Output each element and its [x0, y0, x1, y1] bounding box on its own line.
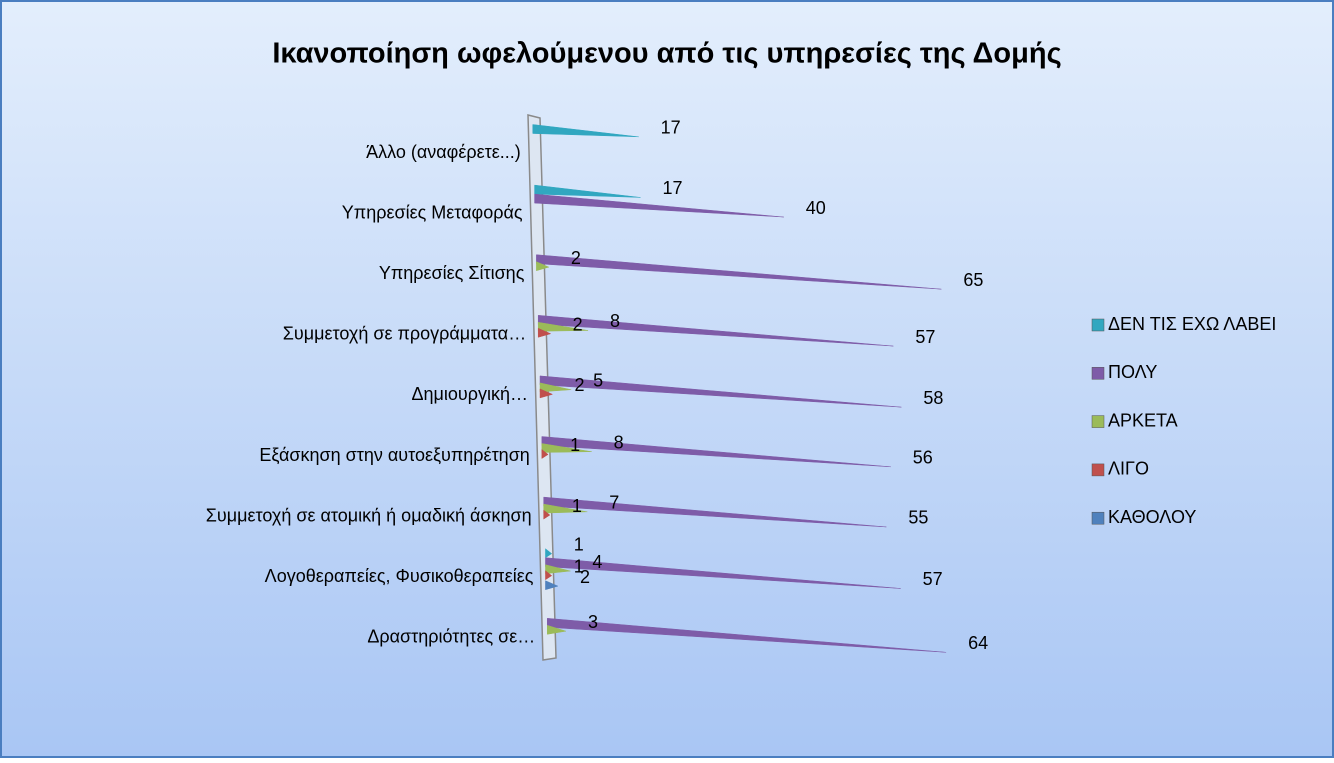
data-label: 2: [574, 375, 584, 395]
cone: [536, 261, 550, 272]
category-label: Συμμετοχή σε προγράμματα…: [283, 324, 526, 344]
legend-label: ΔΕΝ ΤΙΣ ΕΧΩ ΛΑΒΕΙ: [1108, 314, 1276, 334]
cone: [534, 193, 784, 218]
cone: [545, 570, 553, 581]
cone: [543, 503, 588, 514]
data-label: 1: [574, 534, 584, 554]
legend-label: ΚΑΘΟΛΟΥ: [1108, 507, 1196, 527]
cone: [537, 322, 589, 332]
legend-swatch: [1091, 463, 1105, 477]
cone: [536, 254, 942, 290]
cone: [543, 496, 887, 528]
category-label: Συμμετοχή σε ατομική ή ομαδική άσκηση: [206, 505, 532, 525]
data-label: 2: [580, 567, 590, 587]
data-label: 56: [913, 448, 933, 468]
data-label: 1: [574, 556, 584, 576]
chart-title: Ικανοποίηση ωφελούμενου από τις υπηρεσίε…: [272, 38, 1061, 70]
cone: [545, 548, 553, 559]
legend-label: ΛΙΓΟ: [1108, 459, 1149, 479]
cone: [539, 375, 902, 408]
category-label: Λογοθεραπείες, Φυσικοθεραπείες: [265, 566, 534, 586]
data-label: 57: [915, 327, 935, 347]
category-label: Εξάσκηση στην αυτοεξυπηρέτηση: [259, 445, 529, 465]
cone: [537, 315, 894, 347]
cone: [545, 564, 571, 574]
category-label: Άλλο (αναφέρετε...): [366, 142, 521, 162]
data-label: 8: [610, 311, 620, 331]
cone: [541, 443, 592, 453]
data-label: 2: [573, 314, 583, 334]
category-label: Δραστηριότητες σε…: [367, 627, 535, 647]
data-label: 65: [963, 270, 983, 290]
data-label: 8: [614, 432, 624, 452]
data-label: 17: [662, 178, 682, 198]
legend-swatch: [1091, 511, 1105, 525]
data-label: 64: [968, 633, 988, 653]
cone: [534, 184, 641, 198]
cone: [545, 580, 559, 591]
cone: [543, 509, 551, 520]
data-label: 4: [592, 552, 602, 572]
data-label: 40: [806, 198, 826, 218]
category-label: Υπηρεσίες Μεταφοράς: [342, 202, 523, 222]
data-label: 57: [923, 569, 943, 589]
data-label: 2: [571, 248, 581, 268]
data-label: 58: [923, 388, 943, 408]
cone: [539, 382, 572, 393]
legend-label: ΠΟΛΥ: [1108, 362, 1157, 382]
legend-swatch: [1091, 367, 1105, 380]
cone: [547, 618, 947, 653]
cone: [547, 624, 567, 635]
cone: [541, 436, 891, 468]
cone: [537, 327, 552, 338]
cone: [541, 448, 549, 459]
category-label: Δημιουργική…: [412, 384, 529, 404]
data-label: 55: [908, 508, 928, 528]
legend-label: ΑΡΚΕΤΑ: [1108, 410, 1178, 430]
data-label: 3: [588, 612, 598, 632]
data-label: 17: [661, 118, 681, 138]
data-label: 1: [572, 496, 582, 516]
data-label: 1: [570, 435, 580, 455]
cone: [532, 124, 639, 138]
cone: [545, 557, 901, 589]
data-label: 7: [609, 493, 619, 513]
category-label: Υπηρεσίες Σίτισης: [379, 263, 525, 283]
legend-swatch: [1091, 415, 1105, 428]
legend-swatch: [1091, 318, 1105, 332]
cone: [539, 388, 554, 399]
data-label: 5: [593, 370, 603, 390]
